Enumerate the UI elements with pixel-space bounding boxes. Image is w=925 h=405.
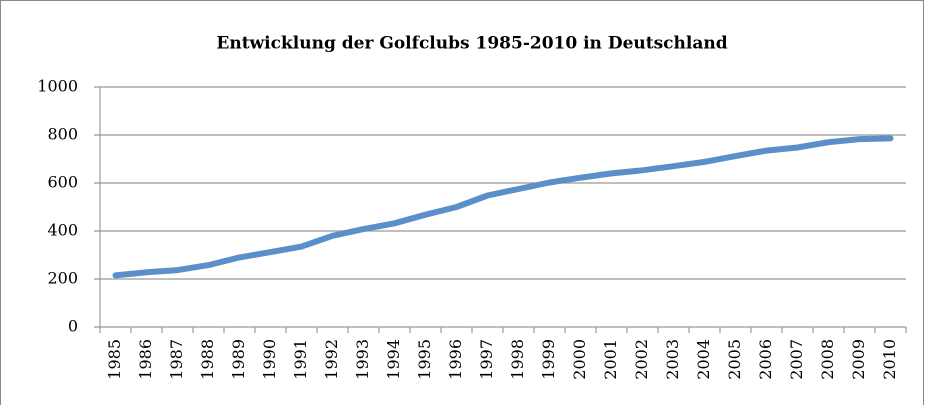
x-tick-label: 2004 [694,339,713,380]
x-tick-label: 2007 [787,339,806,380]
x-tick-label: 1986 [136,339,155,380]
data-line [112,135,894,279]
y-tick-label: 1000 [37,77,78,96]
y-tick-label: 800 [47,125,78,144]
x-tick-label: 2005 [725,339,744,380]
x-tick-label: 1989 [229,339,248,380]
x-tick-label: 1995 [415,339,434,380]
x-tick-label: 1992 [322,339,341,380]
x-tick-label: 1999 [539,339,558,380]
y-tick-label: 400 [47,221,78,240]
x-tick-label: 2006 [756,339,775,380]
x-tick-label: 1994 [384,339,403,380]
x-tick-label: 1990 [260,339,279,380]
x-tick-label: 2001 [601,339,620,380]
y-tick-label: 0 [68,317,78,336]
x-tick-label: 1985 [105,339,124,380]
x-tick-label: 2000 [570,339,589,380]
x-tick-label: 2010 [880,339,899,380]
x-tick-label: 2002 [632,339,651,380]
x-tick-label: 1988 [198,339,217,380]
x-tick-label: 2008 [818,339,837,380]
x-tick-label: 1996 [446,339,465,380]
x-tick-label: 1987 [167,339,186,380]
x-tick-label: 1991 [291,339,310,380]
x-tick-label: 2009 [849,339,868,380]
x-tick-label: 1997 [477,339,496,380]
y-tick-label: 200 [47,269,78,288]
x-tick-label: 1998 [508,339,527,380]
x-tick-label: 1993 [353,339,372,380]
x-tick-label: 2003 [663,339,682,380]
y-tick-label: 600 [47,173,78,192]
chart-title: Entwicklung der Golfclubs 1985-2010 in D… [216,34,727,54]
